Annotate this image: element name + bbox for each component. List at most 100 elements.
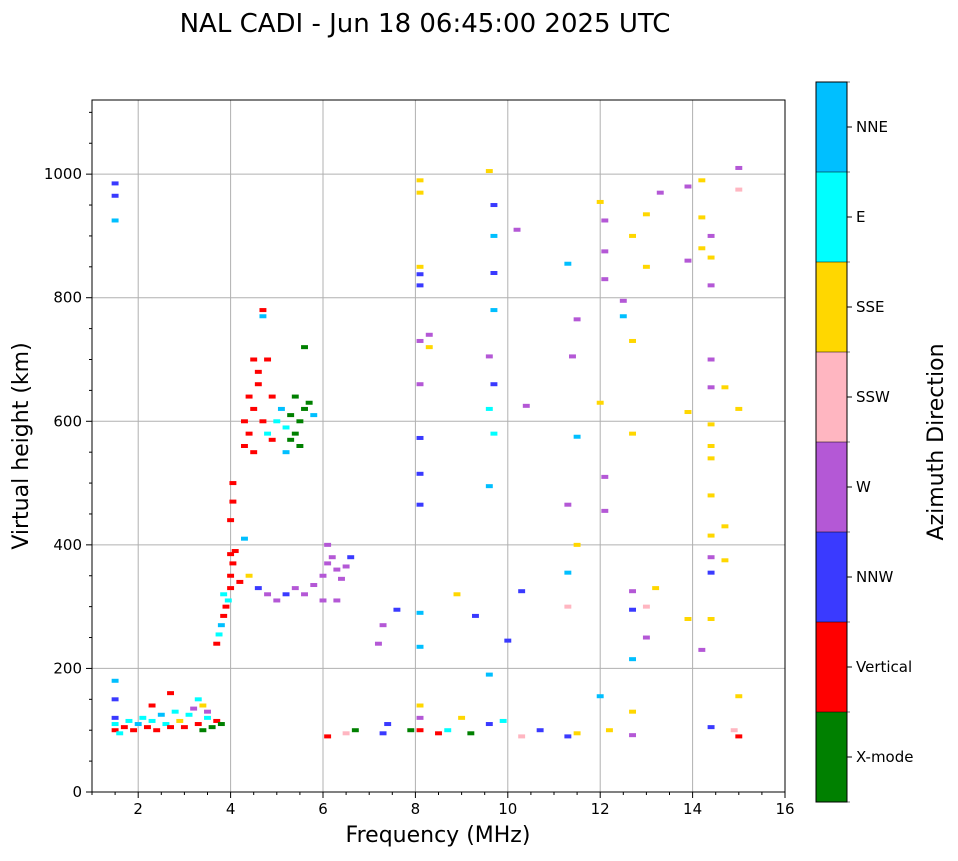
data-point-w	[619, 298, 627, 303]
data-point-vertical	[236, 579, 244, 584]
data-point-nnw	[379, 731, 387, 736]
data-point-x-mode	[296, 444, 304, 448]
data-point-sse	[573, 542, 581, 547]
data-point-ssw	[564, 604, 572, 609]
colorbar-label-vertical: Vertical	[856, 658, 912, 676]
data-point-w	[333, 567, 341, 572]
colorbar-label-sse: SSE	[856, 298, 885, 316]
data-point-x-mode	[407, 728, 415, 733]
data-point-w	[698, 647, 706, 652]
data-point-nne	[134, 722, 142, 727]
data-point-vertical	[250, 450, 258, 455]
data-point-ssw	[342, 731, 350, 736]
data-point-w	[485, 354, 493, 359]
x-tick-label: 10	[498, 800, 517, 818]
data-point-vertical	[416, 728, 424, 733]
data-point-e	[499, 718, 507, 723]
y-tick-label: 0	[72, 783, 82, 801]
data-point-w	[324, 561, 332, 566]
data-point-nne	[157, 712, 165, 717]
data-point-nne	[485, 672, 493, 677]
data-point-nne	[485, 484, 493, 489]
data-point-vertical	[254, 382, 262, 387]
data-point-vertical	[167, 691, 175, 696]
data-point-sse	[596, 199, 604, 204]
x-tick-label: 4	[226, 800, 236, 818]
data-point-sse	[416, 264, 424, 269]
data-point-e	[116, 731, 124, 736]
data-point-nnw	[485, 722, 493, 727]
data-point-vertical	[250, 406, 258, 411]
data-point-e	[444, 728, 452, 733]
data-point-vertical	[111, 728, 119, 733]
colorbar-segment	[816, 172, 847, 262]
data-point-x-mode	[305, 400, 313, 405]
data-point-sse	[605, 728, 613, 733]
data-point-vertical	[227, 518, 235, 523]
data-point-w	[735, 165, 743, 170]
colorbar-label-w: W	[856, 478, 871, 496]
data-point-nnw	[518, 589, 526, 594]
data-points	[111, 165, 743, 739]
colorbar-frame	[815, 81, 848, 803]
data-point-nnw	[384, 722, 392, 727]
data-point-x-mode	[301, 345, 308, 350]
grid	[92, 100, 785, 792]
data-point-nne	[619, 314, 627, 319]
data-point-ssw	[518, 734, 526, 739]
data-point-e	[194, 697, 202, 702]
data-point-e	[204, 715, 211, 720]
data-point-ssw	[642, 604, 650, 609]
data-point-sse	[707, 533, 715, 538]
data-point-e	[162, 722, 170, 727]
data-point-sse	[629, 233, 637, 238]
data-point-nnw	[471, 613, 479, 618]
data-point-nnw	[564, 734, 572, 739]
y-axis: 0 200 400 600 800 1000	[44, 111, 92, 801]
data-point-vertical	[259, 308, 267, 313]
data-point-vertical	[259, 419, 267, 424]
colorbar-label-nnw: NNW	[856, 568, 893, 586]
data-point-w	[569, 354, 576, 359]
data-point-vertical	[231, 549, 239, 554]
data-point-nne	[277, 406, 285, 411]
data-point-nnw	[629, 607, 637, 612]
x-tick-label: 8	[411, 800, 421, 818]
data-point-e	[490, 431, 498, 436]
data-point-w	[707, 233, 715, 238]
data-point-w	[324, 542, 332, 547]
data-point-nne	[596, 694, 604, 699]
x-tick-label: 6	[318, 800, 328, 818]
colorbar-segment	[816, 442, 847, 532]
y-tick-label: 600	[53, 412, 82, 430]
colorbar-label-nne: NNE	[856, 118, 888, 136]
data-point-w	[328, 555, 336, 560]
data-point-vertical	[213, 641, 221, 646]
y-axis-label: Virtual height (km)	[9, 342, 34, 549]
data-point-w	[319, 598, 327, 603]
data-point-vertical	[240, 419, 248, 424]
y-tick-label: 200	[53, 659, 82, 677]
data-point-nnw	[416, 283, 424, 288]
data-point-vertical	[227, 586, 235, 591]
data-point-sse	[721, 558, 729, 563]
data-point-w	[291, 586, 299, 591]
data-point-x-mode	[351, 728, 359, 733]
data-point-sse	[425, 345, 433, 350]
data-point-sse	[416, 703, 424, 708]
data-point-x-mode	[199, 728, 207, 733]
data-point-sse	[629, 338, 637, 343]
data-point-w	[416, 382, 424, 387]
data-point-sse	[453, 592, 461, 597]
colorbar-label-e: E	[856, 208, 865, 226]
colorbar: X-mode Vertical NNW W SSW SSE E NNE	[815, 81, 913, 803]
data-point-sse	[707, 456, 715, 461]
data-point-vertical	[250, 357, 258, 362]
data-point-x-mode	[301, 406, 308, 411]
data-point-nne	[416, 610, 424, 615]
data-point-nnw	[254, 586, 262, 591]
data-point-vertical	[180, 725, 188, 730]
data-point-w	[684, 258, 692, 263]
data-point-nnw	[282, 592, 290, 597]
